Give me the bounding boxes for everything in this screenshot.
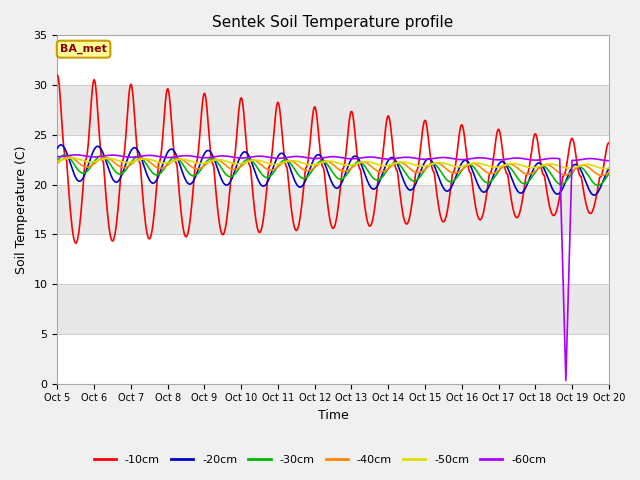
Text: BA_met: BA_met xyxy=(60,44,107,54)
Bar xyxy=(58,85,609,135)
Y-axis label: Soil Temperature (C): Soil Temperature (C) xyxy=(15,145,28,274)
Bar xyxy=(58,234,609,284)
Legend: -10cm, -20cm, -30cm, -40cm, -50cm, -60cm: -10cm, -20cm, -30cm, -40cm, -50cm, -60cm xyxy=(90,451,550,469)
Title: Sentek Soil Temperature profile: Sentek Soil Temperature profile xyxy=(212,15,454,30)
Bar xyxy=(58,284,609,334)
X-axis label: Time: Time xyxy=(317,409,349,422)
Bar xyxy=(58,36,609,85)
Bar xyxy=(58,334,609,384)
Bar xyxy=(58,135,609,184)
Bar xyxy=(58,184,609,234)
